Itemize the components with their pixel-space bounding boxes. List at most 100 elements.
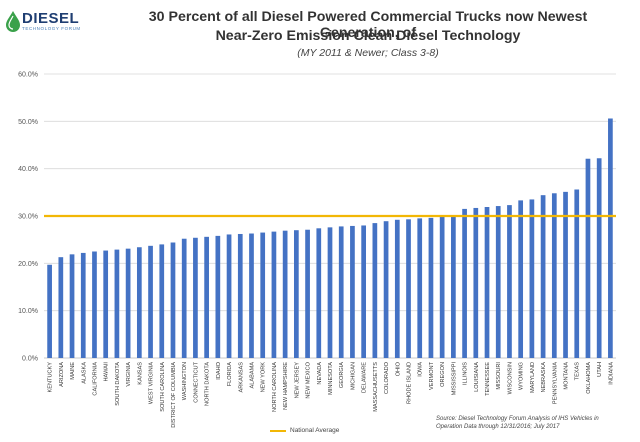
bar [293,230,299,358]
bar [125,248,131,358]
x-tick-label: SOUTH DAKOTA [115,362,121,406]
legend-label: National Average [290,427,340,434]
x-tick-label: WISCONSIN [507,362,513,394]
bar [69,254,75,358]
x-tick-label: KENTUCKY [48,362,54,393]
bar [495,206,501,358]
bar [249,233,254,358]
x-tick-label: NEW YORK [261,362,267,393]
chart-subtitle: (MY 2011 & Newer; Class 3-8) [297,47,439,59]
bar [237,233,243,358]
y-tick-label: 50.0% [18,119,38,126]
x-tick-label: GEORGIA [339,362,345,388]
bar [92,251,97,358]
bar [350,225,355,358]
x-tick-label: CONNECTICUT [193,361,199,402]
bar [181,238,187,358]
x-tick-label: OKLAHOMA [586,362,592,394]
x-tick-label: NEW JERSEY [294,362,300,399]
logo-wordmark: DIESEL [22,10,80,27]
x-tick-label: WASHINGTON [182,362,188,400]
bar [338,226,344,358]
x-tick-label: CALIFORNIA [92,362,98,396]
x-tick-label: DELAWARE [362,362,368,393]
bar [80,252,86,358]
bar [215,235,221,358]
bar [417,218,423,358]
x-tick-label: MISSOURI [496,362,502,390]
x-tick-label: OREGON [440,362,446,387]
x-tick-label: NEVADA [317,362,323,385]
x-tick-label: MINNESOTA [328,362,334,395]
x-tick-label: WYOMING [519,362,525,390]
x-tick-label: UTAH [597,362,603,377]
bar [574,189,580,358]
bar [226,234,232,358]
bar [596,158,602,358]
bar [136,247,142,358]
x-tick-label: IOWA [418,362,424,377]
chart-title-line-2: Near-Zero Emission Clean Diesel Technolo… [215,28,521,44]
bar [551,193,557,358]
x-tick-label: ALABAMA [249,362,255,389]
bar [428,217,434,358]
x-tick-label: FLORIDA [227,362,233,387]
legend-swatch-national-average [270,429,286,432]
x-tick-label: TENNESSEE [485,362,491,396]
x-tick-label: VIRGINIA [126,362,132,387]
bar [58,257,64,358]
x-tick-label: ILLINOIS [463,362,469,385]
x-tick-label: COLORADO [384,361,390,394]
bar [260,232,266,358]
x-tick-label: NORTH CAROLINA [272,362,278,412]
x-tick-label: NORTH DAKOTA [205,362,211,406]
x-tick-label: NEBRASKA [541,362,547,393]
bar [114,249,120,358]
source-note: Source: Diesel Technology Forum Analysis… [436,415,636,431]
bar [529,199,535,358]
x-tick-label: WEST VIRGINIA [149,362,155,404]
x-tick-label: TEXAS [575,362,581,381]
bar [518,200,524,358]
bar [170,242,176,358]
chart-title-line-1: 30 Percent of all Diesel Powered Commerc… [148,9,588,41]
bar [406,219,411,358]
x-tick-label: MISSISSIPPI [451,362,457,396]
bar [47,264,52,358]
y-tick-label: 20.0% [18,261,38,268]
logo: DIESEL TECHNOLOGY FORUM [4,6,104,46]
bar [383,221,389,358]
x-tick-label: OHIO [395,361,401,376]
x-tick-label: VERMONT [429,361,435,390]
bar [193,237,198,358]
x-tick-label: SOUTH CAROLINA [160,362,166,412]
fuel-drop-icon [6,11,20,32]
x-tick-label: HAWAII [104,362,110,382]
bar [540,195,546,358]
bar [148,245,153,358]
bar [451,216,456,358]
x-tick-label: MARYLAND [530,362,536,393]
bar [103,250,109,358]
bar [271,231,277,358]
bar [608,118,613,358]
x-tick-label: ALASKA [81,362,87,384]
bar [563,191,568,358]
x-tick-label: IDAHO [216,361,222,379]
bar [372,223,378,358]
bar [462,208,467,358]
y-tick-label: 40.0% [18,166,38,173]
x-tick-label: DISTRICT OF COLUMBIA [171,362,177,428]
bar [282,230,288,358]
bar [327,227,333,358]
x-tick-label: KANSAS [137,362,143,385]
bar [305,229,310,358]
bar [585,158,591,358]
x-tick-label: INDIANA [608,362,614,385]
bar [361,225,367,358]
x-tick-label: LOUISIANA [474,362,480,392]
bar [507,205,512,358]
y-tick-label: 30.0% [18,214,38,221]
x-tick-label: NEW HAMPSHIRE [283,362,289,410]
